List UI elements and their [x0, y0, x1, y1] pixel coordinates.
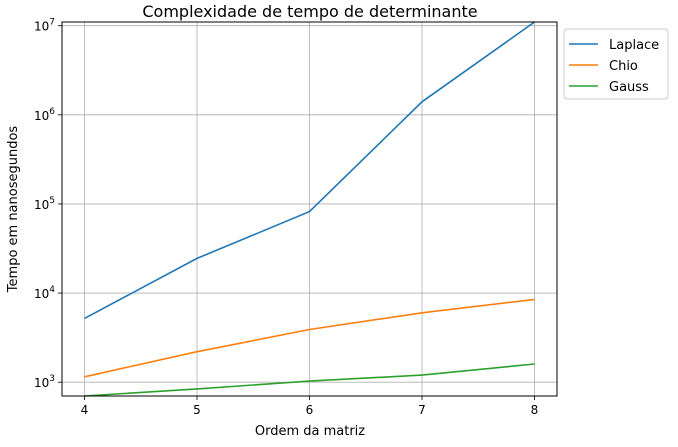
legend: Laplace Chio Gauss [563, 28, 669, 100]
y-tick-label: 105 [34, 196, 55, 212]
y-axis-label: Tempo em nanosegundos [6, 126, 21, 294]
x-tick-label: 4 [81, 403, 89, 417]
y-axis: 103 104 105 106 107 [34, 18, 62, 390]
y-tick-label: 106 [34, 107, 55, 123]
x-tick-label: 8 [531, 403, 539, 417]
y-tick-label: 104 [34, 285, 55, 301]
grid [62, 22, 557, 396]
x-tick-label: 5 [193, 403, 201, 417]
y-tick-label: 103 [34, 374, 55, 390]
legend-label-gauss: Gauss [609, 80, 649, 95]
y-tick-label: 107 [34, 18, 55, 34]
series-lines [84, 21, 535, 397]
legend-frame [563, 28, 669, 100]
x-axis: 4 5 6 7 8 [81, 396, 539, 417]
legend-label-laplace: Laplace [609, 38, 659, 53]
chart-title: Complexidade de tempo de determinante [142, 2, 477, 21]
x-tick-label: 6 [306, 403, 314, 417]
legend-label-chio: Chio [609, 59, 638, 74]
series-line-laplace [84, 21, 535, 320]
series-line-gauss [84, 363, 535, 397]
series-line-chio [84, 298, 535, 378]
x-tick-label: 7 [418, 403, 426, 417]
x-axis-label: Ordem da matriz [255, 424, 365, 439]
